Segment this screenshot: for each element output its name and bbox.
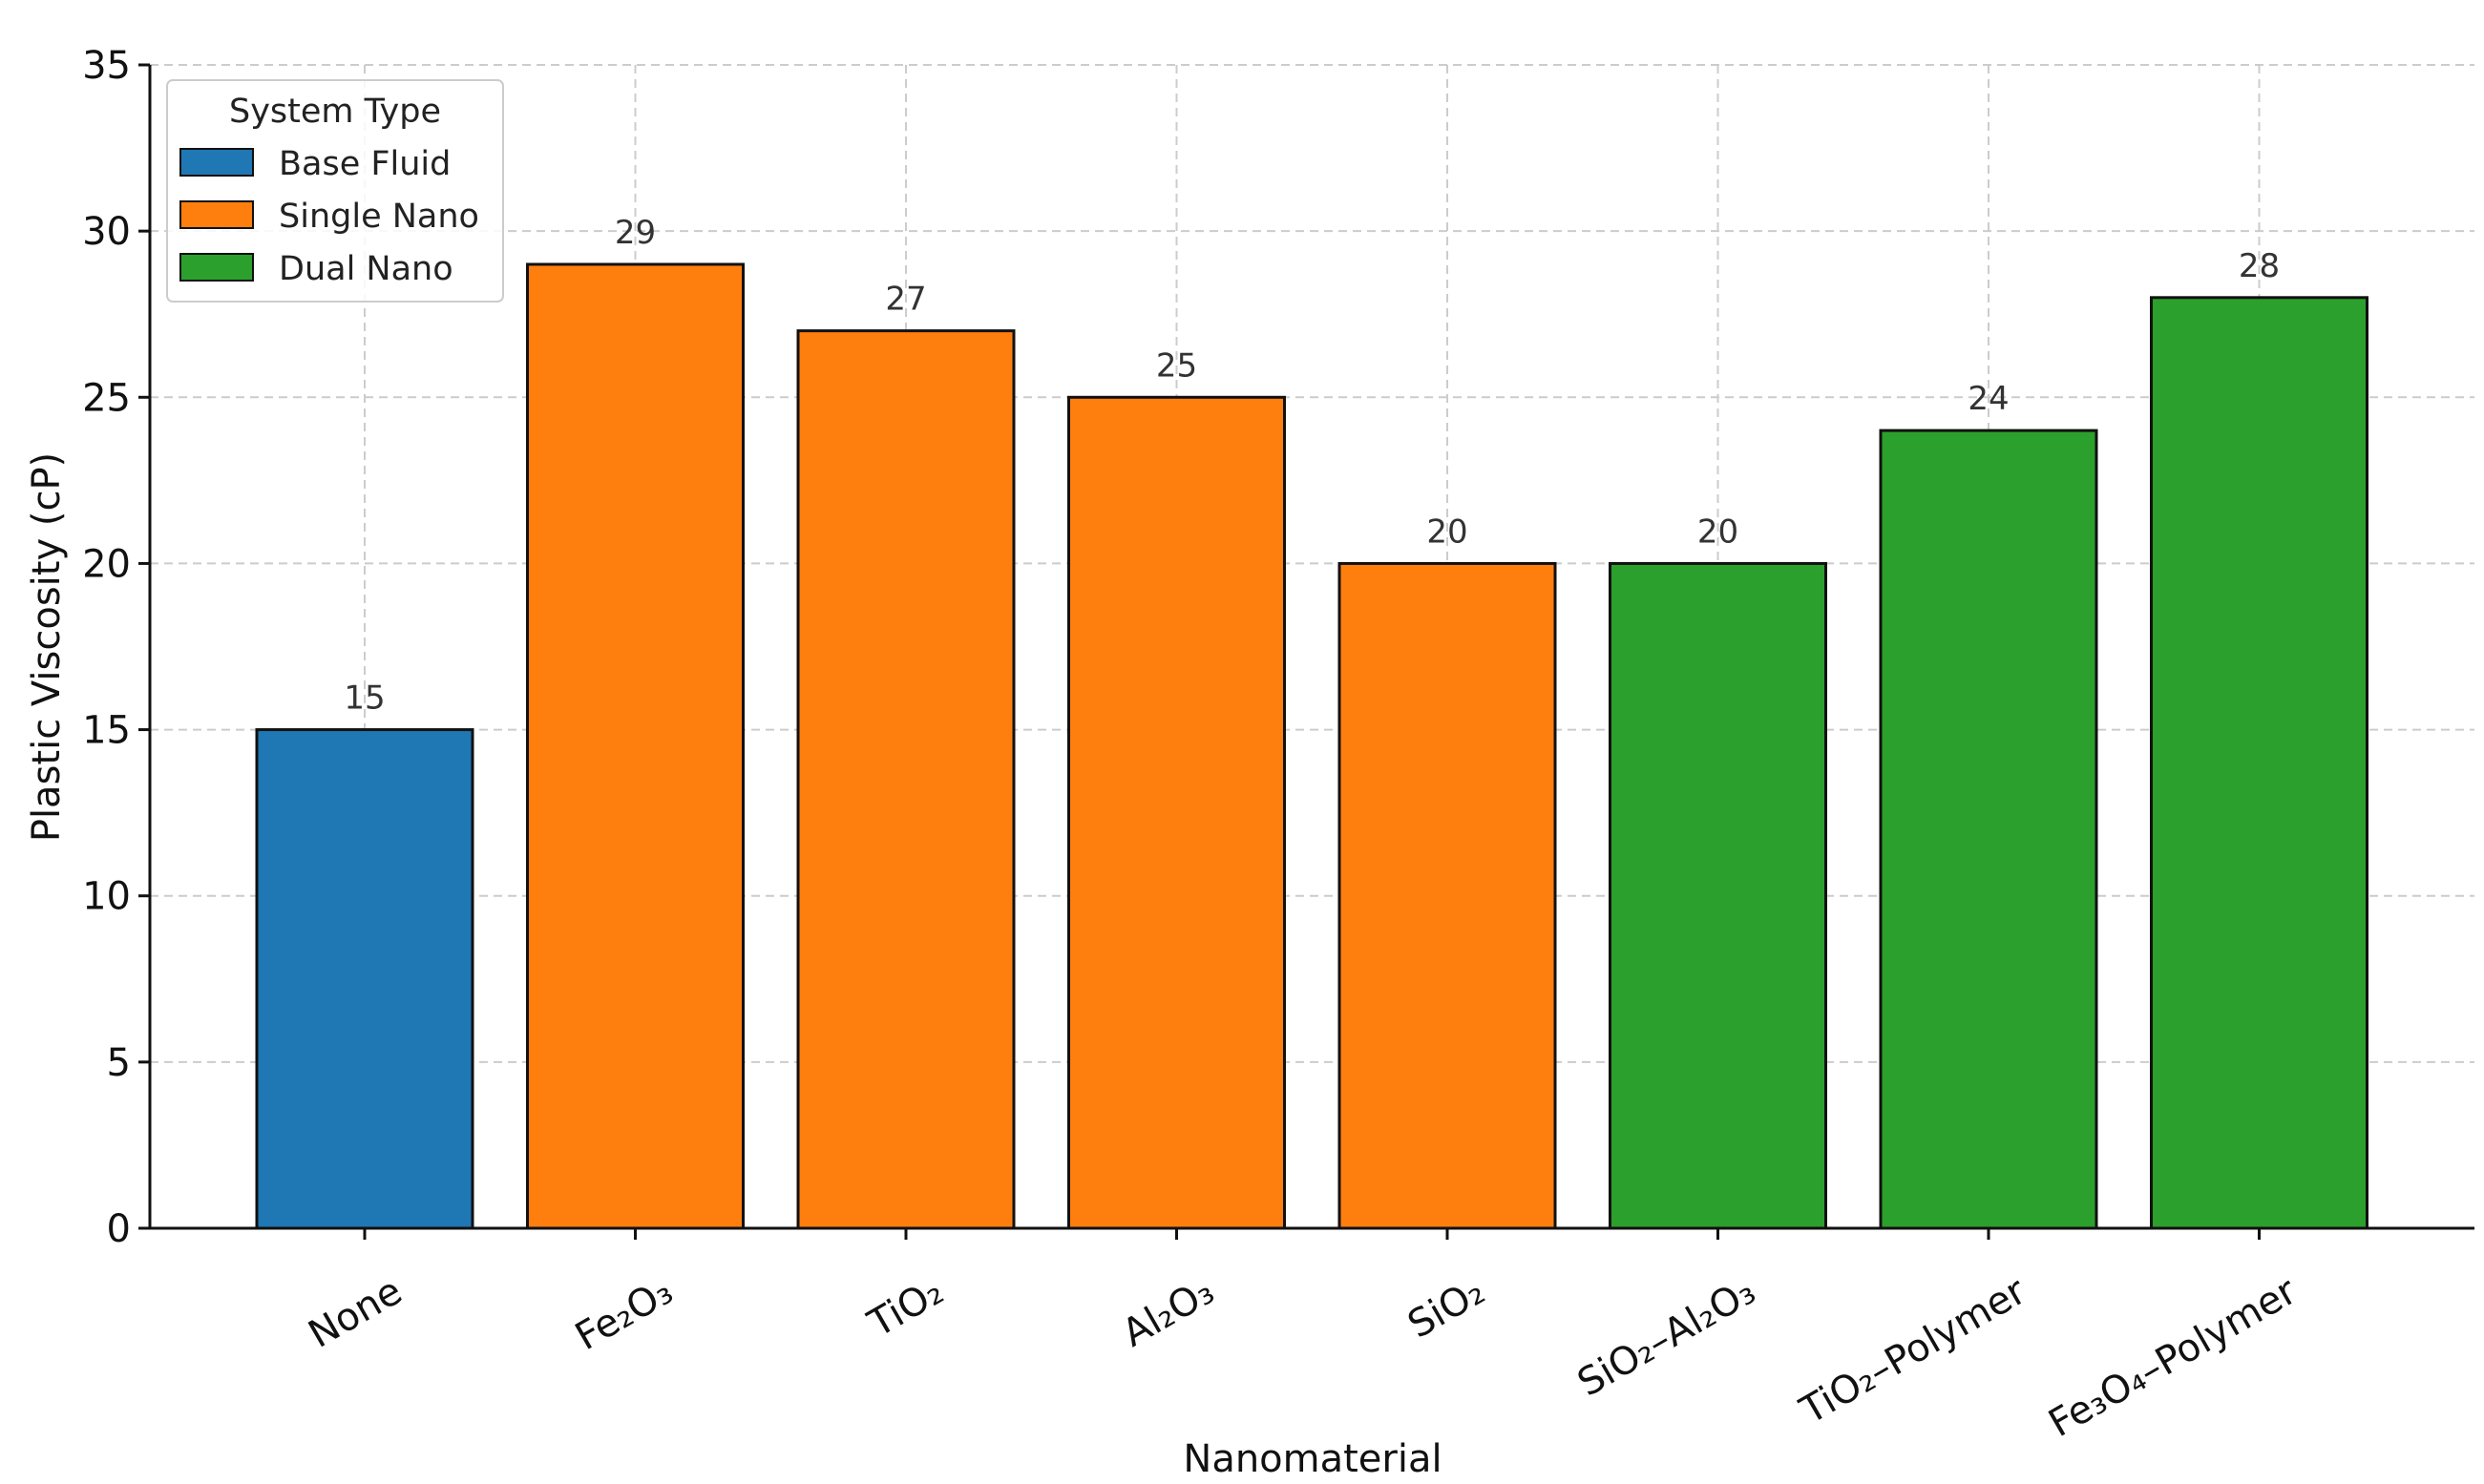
y-axis-title: Plastic Viscosity (cP) xyxy=(25,452,69,842)
bar xyxy=(526,262,745,1230)
bar-value-label: 29 xyxy=(615,214,656,252)
legend-swatch xyxy=(179,200,254,229)
bar-value-label: 27 xyxy=(885,281,926,319)
bar-value-label: 28 xyxy=(2239,247,2280,285)
legend-title: System Type xyxy=(229,93,441,131)
y-tick-label: 25 xyxy=(82,376,131,420)
x-tick-label: TiO₂–Polymer xyxy=(1793,1269,2034,1434)
bar xyxy=(2150,296,2368,1230)
x-tick-label: SiO₂ xyxy=(1400,1269,1492,1348)
bar xyxy=(796,329,1016,1230)
legend-label: Dual Nano xyxy=(279,250,453,288)
bars xyxy=(255,262,2368,1230)
bar-value-label: 20 xyxy=(1426,512,1467,551)
bar-value-label: 15 xyxy=(344,679,385,718)
legend-label: Single Nano xyxy=(279,198,479,236)
y-tick-label: 10 xyxy=(82,875,131,919)
bar xyxy=(255,728,474,1230)
bar xyxy=(1067,395,1286,1230)
x-tick-label: Fe₃O₄–Polymer xyxy=(2042,1269,2305,1447)
x-tick-label: Fe₂O₃ xyxy=(568,1269,680,1359)
x-tick-label: Al₂O₃ xyxy=(1115,1269,1221,1356)
y-tick-label: 15 xyxy=(82,709,131,753)
data-labels: 15 29 27 25 20 20 24 28 xyxy=(344,214,2280,718)
y-tick-label: 35 xyxy=(82,44,131,88)
legend-label: Base Fluid xyxy=(279,145,451,183)
legend-entries: Base Fluid Single Nano Dual Nano xyxy=(179,145,479,288)
y-tick-label: 5 xyxy=(107,1041,131,1085)
x-tick-label: TiO₂ xyxy=(860,1269,951,1347)
legend-swatch xyxy=(179,253,254,282)
x-tick-label: SiO₂–Al₂O₃ xyxy=(1570,1269,1762,1406)
bar-value-label: 20 xyxy=(1697,512,1738,551)
y-tick-label: 30 xyxy=(82,210,131,254)
legend-swatch xyxy=(179,148,254,177)
bar xyxy=(1879,428,2098,1230)
bar-value-label: 24 xyxy=(1968,380,2009,418)
legend: System Type Base Fluid Single Nano Dual Na… xyxy=(166,79,504,303)
x-tick-label: None xyxy=(302,1269,410,1357)
legend-box xyxy=(166,79,504,303)
y-tick-label: 0 xyxy=(107,1207,131,1251)
y-tick-label: 20 xyxy=(82,542,131,586)
bar xyxy=(1609,561,1827,1230)
bar xyxy=(1337,561,1557,1230)
bar-value-label: 25 xyxy=(1156,346,1197,385)
x-axis-title: Nanomaterial xyxy=(1183,1437,1442,1481)
